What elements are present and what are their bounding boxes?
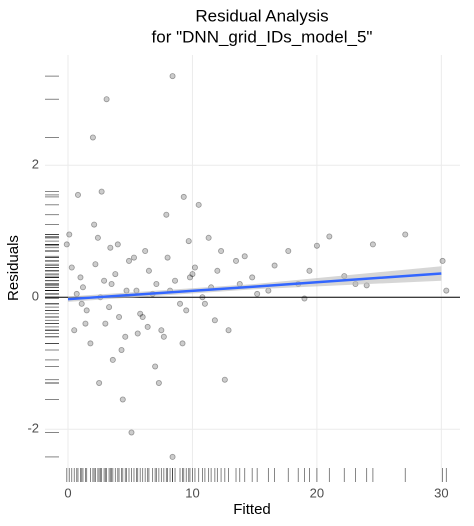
point bbox=[109, 356, 116, 363]
point bbox=[128, 429, 135, 436]
x-tick-label: 0 bbox=[64, 485, 71, 500]
chart-title: Residual Analysis bbox=[195, 6, 328, 25]
point bbox=[180, 193, 187, 200]
y-tick-label: 0 bbox=[32, 289, 39, 304]
y-axis-title: Residuals bbox=[5, 235, 22, 301]
point bbox=[265, 287, 272, 294]
point bbox=[116, 314, 123, 321]
point bbox=[205, 234, 212, 241]
y-tick-label: 2 bbox=[32, 157, 39, 172]
point bbox=[195, 201, 202, 208]
point bbox=[66, 231, 73, 238]
point bbox=[83, 307, 90, 314]
x-tick-label: 30 bbox=[434, 485, 448, 500]
point bbox=[123, 287, 130, 294]
point bbox=[183, 307, 190, 314]
point bbox=[139, 314, 146, 321]
point bbox=[106, 304, 113, 311]
point bbox=[98, 188, 105, 195]
point bbox=[122, 333, 129, 340]
point bbox=[92, 261, 99, 268]
point bbox=[326, 233, 333, 240]
point bbox=[103, 96, 110, 103]
point bbox=[82, 320, 89, 327]
point bbox=[306, 267, 313, 274]
point bbox=[96, 380, 103, 387]
point bbox=[89, 134, 96, 141]
point bbox=[160, 333, 167, 340]
point bbox=[271, 262, 278, 269]
x-tick-label: 20 bbox=[310, 485, 324, 500]
point bbox=[185, 238, 192, 245]
point bbox=[145, 267, 152, 274]
point bbox=[158, 327, 165, 334]
point bbox=[285, 248, 292, 255]
x-tick-label: 10 bbox=[185, 485, 199, 500]
point bbox=[241, 253, 248, 260]
point bbox=[130, 254, 137, 261]
point bbox=[221, 376, 228, 383]
point bbox=[112, 271, 119, 278]
point bbox=[63, 241, 70, 248]
point bbox=[74, 191, 81, 198]
point bbox=[137, 310, 144, 317]
point bbox=[172, 277, 179, 284]
point bbox=[153, 281, 160, 288]
point bbox=[189, 271, 196, 278]
point bbox=[249, 274, 256, 281]
point bbox=[201, 300, 208, 307]
point bbox=[169, 73, 176, 80]
point bbox=[369, 241, 376, 248]
point bbox=[73, 290, 80, 297]
point bbox=[233, 257, 240, 264]
point bbox=[68, 264, 75, 271]
point bbox=[119, 396, 126, 403]
point bbox=[439, 257, 446, 264]
point bbox=[101, 277, 108, 284]
point bbox=[199, 294, 206, 301]
point bbox=[211, 317, 218, 324]
point bbox=[225, 327, 232, 334]
point bbox=[144, 323, 151, 330]
point bbox=[125, 257, 132, 264]
point bbox=[94, 234, 101, 241]
point bbox=[108, 281, 115, 288]
chart-subtitle: for "DNN_grid_IDs_model_5" bbox=[152, 27, 373, 46]
point bbox=[71, 327, 78, 334]
point bbox=[163, 211, 170, 218]
point bbox=[155, 380, 162, 387]
y-tick-label: -2 bbox=[27, 421, 39, 436]
point bbox=[218, 248, 225, 255]
point bbox=[107, 244, 114, 251]
point bbox=[102, 320, 109, 327]
point bbox=[214, 267, 221, 274]
smooth-line bbox=[67, 272, 442, 301]
point bbox=[402, 231, 409, 238]
point bbox=[169, 453, 176, 460]
x-axis-title: Fitted bbox=[233, 501, 271, 518]
point bbox=[91, 221, 98, 228]
point bbox=[77, 274, 84, 281]
point bbox=[134, 330, 141, 337]
point bbox=[79, 284, 86, 291]
point bbox=[179, 340, 186, 347]
point bbox=[87, 340, 94, 347]
point bbox=[142, 248, 149, 255]
point bbox=[114, 241, 121, 248]
point bbox=[254, 290, 261, 297]
point bbox=[118, 347, 125, 354]
point bbox=[443, 287, 450, 294]
point bbox=[177, 300, 184, 307]
point bbox=[152, 363, 159, 370]
point bbox=[78, 300, 85, 307]
point bbox=[191, 264, 198, 271]
point bbox=[301, 295, 308, 302]
point bbox=[164, 254, 171, 261]
point bbox=[186, 274, 193, 281]
point bbox=[313, 242, 320, 249]
